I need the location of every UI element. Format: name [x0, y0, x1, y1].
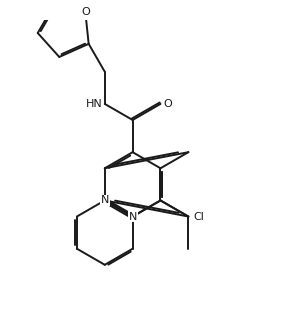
Text: Cl: Cl — [193, 212, 204, 222]
Text: HN: HN — [86, 99, 102, 109]
Text: N: N — [128, 212, 137, 222]
Text: O: O — [164, 99, 173, 109]
Text: N: N — [101, 195, 109, 205]
Text: O: O — [81, 7, 90, 17]
